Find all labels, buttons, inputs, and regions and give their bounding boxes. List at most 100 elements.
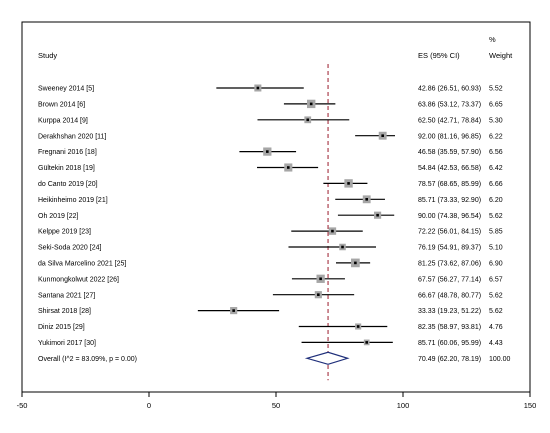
- study-label: Shirsat 2018 [28]: [38, 308, 91, 315]
- effect-size-text: 85.71 (60.06, 95.99): [418, 340, 481, 347]
- point-estimate-marker: [306, 118, 310, 122]
- point-estimate-marker: [266, 150, 269, 153]
- study-row: Sweeney 2014 [5] 42.86 (26.51, 60.93) 5.52: [38, 84, 503, 93]
- study-row: Diniz 2015 [29] 82.35 (58.97, 93.81) 4.76: [38, 323, 503, 331]
- study-row: Derakhshan 2020 [11] 92.00 (81.16, 96.85)…: [38, 131, 503, 140]
- weight-text: 5.30: [489, 117, 503, 124]
- effect-size-text: 90.00 (74.38, 96.54): [418, 213, 481, 220]
- effect-size-text: 33.33 (19.23, 51.22): [418, 308, 481, 315]
- effect-size-text: 67.57 (56.27, 77.14): [418, 276, 481, 283]
- study-label: Santana 2021 [27]: [38, 292, 95, 299]
- study-label: Oh 2019 [22]: [38, 213, 79, 220]
- effect-size-text: 78.57 (68.65, 85.99): [418, 181, 481, 188]
- weight-text: 5.52: [489, 86, 503, 93]
- study-row: Heikinheimo 2019 [21] 85.71 (73.33, 92.90…: [38, 195, 503, 204]
- point-estimate-marker: [354, 261, 357, 265]
- effect-size-text: 76.19 (54.91, 89.37): [418, 245, 481, 252]
- study-label: da Silva Marcelino 2021 [25]: [38, 261, 126, 268]
- effect-size-text: 42.86 (26.51, 60.93): [418, 86, 481, 93]
- overall-weight-text: 100.00: [489, 356, 511, 363]
- study-row: Kelppe 2019 [23] 72.22 (56.01, 84.15) 5.85: [38, 227, 503, 236]
- study-row: Oh 2019 [22] 90.00 (74.38, 96.54) 5.62: [38, 211, 503, 220]
- study-row: Yukimori 2017 [30] 85.71 (60.06, 95.99) 4.…: [38, 339, 503, 347]
- effect-size-text: 85.71 (73.33, 92.90): [418, 197, 481, 204]
- weight-text: 6.66: [489, 181, 503, 188]
- x-axis-tick-label: 50: [272, 401, 280, 410]
- study-label: Diniz 2015 [29]: [38, 324, 85, 331]
- study-row: do Canto 2019 [20] 78.57 (68.65, 85.99) 6.…: [38, 179, 503, 188]
- study-row: Fregnani 2016 [18] 46.58 (35.59, 57.90) 6.…: [38, 147, 503, 156]
- point-estimate-marker: [376, 213, 379, 217]
- weight-text: 6.42: [489, 165, 503, 172]
- weight-text: 6.90: [489, 261, 503, 268]
- study-label: Kurppa 2014 [9]: [38, 117, 88, 124]
- study-label: Gültekin 2018 [19]: [38, 165, 95, 172]
- weight-text: 6.22: [489, 133, 503, 140]
- effect-size-text: 54.84 (42.53, 66.58): [418, 165, 481, 172]
- point-estimate-marker: [365, 198, 369, 201]
- overall-row: Overall (I^2 = 83.09%, p = 0.00) 70.49 (6…: [38, 351, 511, 365]
- x-axis-tick-label: 100: [397, 401, 410, 410]
- study-row: da Silva Marcelino 2021 [25] 81.25 (73.62…: [38, 258, 503, 268]
- effect-size-text: 63.86 (53.12, 73.37): [418, 102, 481, 109]
- study-label: Sweeney 2014 [5]: [38, 86, 94, 93]
- effect-size-text: 66.67 (48.78, 80.77): [418, 292, 481, 299]
- weight-text: 5.10: [489, 245, 503, 252]
- effect-size-text: 72.22 (56.01, 84.15): [418, 229, 481, 236]
- point-estimate-marker: [286, 166, 290, 169]
- point-estimate-marker: [317, 293, 320, 296]
- effect-size-text: 81.25 (73.62, 87.06): [418, 261, 481, 268]
- point-estimate-marker: [319, 277, 322, 281]
- point-estimate-marker: [347, 182, 350, 185]
- study-row: Brown 2014 [6] 63.86 (53.12, 73.37) 6.65: [38, 99, 503, 109]
- x-axis-tick-label: 0: [147, 401, 151, 410]
- point-estimate-marker: [341, 245, 344, 249]
- x-axis-tick-label: -50: [17, 401, 28, 410]
- weight-column-header-top: %: [489, 35, 496, 44]
- study-label: Seki-Soda 2020 [24]: [38, 245, 101, 252]
- study-label: do Canto 2019 [20]: [38, 181, 98, 188]
- study-row: Shirsat 2018 [28] 33.33 (19.23, 51.22) 5.6…: [38, 307, 503, 315]
- point-estimate-marker: [309, 102, 313, 106]
- weight-text: 6.65: [489, 102, 503, 109]
- study-label: Fregnani 2016 [18]: [38, 149, 97, 156]
- point-estimate-marker: [331, 229, 334, 233]
- weight-text: 6.56: [489, 149, 503, 156]
- study-label: Kunmongkolwut 2022 [26]: [38, 276, 119, 283]
- x-axis: -50 0 50 100 150: [17, 392, 537, 410]
- study-label: Brown 2014 [6]: [38, 102, 85, 109]
- overall-diamond: [304, 351, 350, 365]
- weight-text: 4.43: [489, 340, 503, 347]
- weight-text: 6.57: [489, 276, 503, 283]
- study-column-header: Study: [38, 51, 57, 60]
- study-rows: Sweeney 2014 [5] 42.86 (26.51, 60.93) 5.52…: [38, 84, 503, 347]
- weight-text: 5.62: [489, 308, 503, 315]
- weight-text: 6.20: [489, 197, 503, 204]
- point-estimate-marker: [365, 341, 369, 344]
- es-column-header: ES (95% CI): [418, 51, 460, 60]
- study-label: Kelppe 2019 [23]: [38, 229, 91, 236]
- study-row: Gültekin 2018 [19] 54.84 (42.53, 66.58) 6.…: [38, 163, 503, 172]
- weight-text: 4.76: [489, 324, 503, 331]
- study-label: Heikinheimo 2019 [21]: [38, 197, 108, 204]
- weight-column-header-bottom: Weight: [489, 51, 513, 60]
- point-estimate-marker: [356, 325, 360, 328]
- study-label: Yukimori 2017 [30]: [38, 340, 96, 347]
- overall-label: Overall (I^2 = 83.09%, p = 0.00): [38, 356, 137, 363]
- effect-size-text: 82.35 (58.97, 93.81): [418, 324, 481, 331]
- effect-size-text: 92.00 (81.16, 96.85): [418, 133, 481, 140]
- effect-size-text: 46.58 (35.59, 57.90): [418, 149, 481, 156]
- point-estimate-marker: [256, 86, 260, 90]
- weight-text: 5.85: [489, 229, 503, 236]
- study-row: Seki-Soda 2020 [24] 76.19 (54.91, 89.37) 5…: [38, 243, 503, 252]
- overall-effect-size-text: 70.49 (62.20, 78.19): [418, 356, 481, 363]
- study-row: Kurppa 2014 [9] 62.50 (42.71, 78.84) 5.30: [38, 116, 503, 124]
- weight-text: 5.62: [489, 213, 503, 220]
- effect-size-text: 62.50 (42.71, 78.84): [418, 117, 481, 124]
- x-axis-tick-label: 150: [524, 401, 537, 410]
- point-estimate-marker: [381, 134, 384, 137]
- study-row: Santana 2021 [27] 66.67 (48.78, 80.77) 5.6…: [38, 291, 503, 299]
- point-estimate-marker: [232, 309, 235, 312]
